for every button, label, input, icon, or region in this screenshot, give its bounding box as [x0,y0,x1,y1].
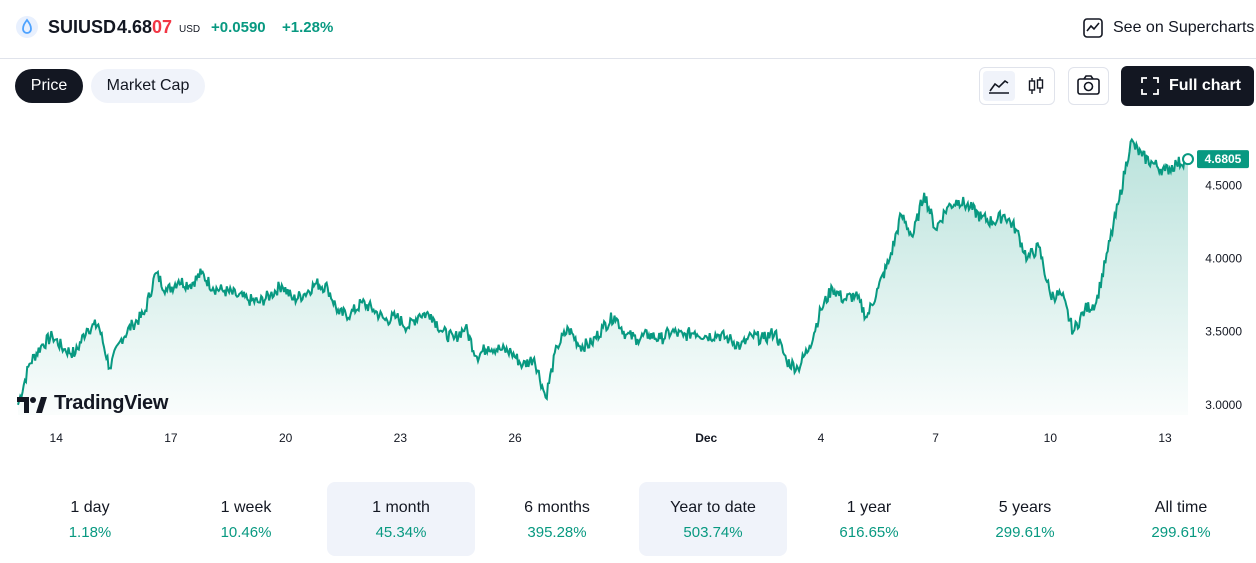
price-main: 4.68 [117,17,153,37]
area-chart-button[interactable] [983,71,1015,101]
current-price: 4.6807 [117,17,172,38]
last-point-dot [1182,153,1194,166]
price-toggle-button[interactable]: Price [15,69,83,103]
period-label: 1 day [70,499,110,516]
price-chart[interactable]: 14 17 20 23 26 Dec 4 7 10 13 3.0000 3.5000 4.0000 4.… [0,120,1256,450]
full-chart-label: Full chart [1169,77,1242,94]
market-cap-toggle-button[interactable]: Market Cap [91,69,205,103]
period-change: 299.61% [995,524,1055,541]
area-fill [18,139,1188,415]
full-chart-button[interactable]: Full chart [1121,66,1254,106]
period-1-year[interactable]: 1 year 616.65% [795,482,943,556]
candlestick-icon [1028,77,1044,94]
see-on-supercharts-link[interactable]: See on Supercharts [1113,19,1255,36]
period-label: 6 months [524,499,590,516]
x-tick-label: Dec [695,431,717,445]
y-tick-label: 3.5000 [1205,325,1242,339]
x-tick-label: 17 [164,431,178,445]
period-label: All time [1154,499,1208,516]
period-year-to-date[interactable]: Year to date 503.74% [639,482,787,556]
period-change: 10.46% [220,524,272,541]
x-tick-label: 13 [1158,431,1172,445]
x-tick-label: 4 [818,431,825,445]
period-all-time[interactable]: All time 299.61% [1107,482,1255,556]
x-tick-label: 14 [50,431,64,445]
period-change: 395.28% [527,524,587,541]
header: SUIUSD 4.6807 USD +0.0590 +1.28% See on … [0,0,1256,59]
price-change: +0.0590 [211,19,266,36]
period-1-day[interactable]: 1 day 1.18% [16,482,164,556]
period-label: 1 week [220,499,272,516]
period-label: Year to date [670,499,756,516]
last-price-label: 4.6805 [1205,152,1242,166]
period-change: 299.61% [1151,524,1211,541]
currency-label: USD [179,24,201,35]
candlestick-chart-button[interactable] [1020,71,1052,101]
x-axis: 14 17 20 23 26 Dec 4 7 10 13 [50,431,1172,445]
y-axis: 3.0000 3.5000 4.0000 4.5000 [1205,179,1242,412]
y-tick-label: 3.0000 [1205,398,1242,412]
last-price-marker: 4.6805 [1182,150,1249,169]
period-5-years[interactable]: 5 years 299.61% [951,482,1099,556]
screenshot-button[interactable] [1068,67,1109,105]
price-series-line [17,137,1189,406]
chart-style-group [979,67,1055,105]
period-1-month[interactable]: 1 month 45.34% [327,482,475,556]
x-tick-label: 26 [508,431,522,445]
area-chart-icon [989,79,1009,94]
x-tick-label: 10 [1044,431,1058,445]
period-change: 1.18% [68,524,112,541]
tradingview-watermark: TradingView [16,392,186,416]
supercharts-icon[interactable] [1083,18,1103,38]
y-tick-label: 4.5000 [1205,179,1242,193]
period-selector: 1 day 1.18% 1 week 10.46% 1 month 45.34%… [0,482,1256,556]
tradingview-logo-icon [17,397,47,413]
fullscreen-icon [1141,77,1159,95]
period-change: 503.74% [683,524,743,541]
y-tick-label: 4.0000 [1205,252,1242,266]
period-6-months[interactable]: 6 months 395.28% [483,482,631,556]
price-highlight: 07 [152,17,173,37]
period-label: 1 year [846,499,892,516]
period-1-week[interactable]: 1 week 10.46% [172,482,320,556]
watermark-text: TradingView [54,392,169,414]
price-change-percent: +1.28% [282,19,334,36]
x-tick-label: 7 [932,431,939,445]
camera-icon [1077,75,1100,95]
period-change: 616.65% [839,524,899,541]
period-label: 5 years [998,499,1052,516]
symbol-name: SUIUSD [48,17,117,37]
period-label: 1 month [372,499,430,516]
x-tick-label: 20 [279,431,293,445]
sui-logo-icon [16,16,38,38]
period-change: 45.34% [375,524,427,541]
x-tick-label: 23 [394,431,408,445]
last-price-badge [1197,150,1249,169]
